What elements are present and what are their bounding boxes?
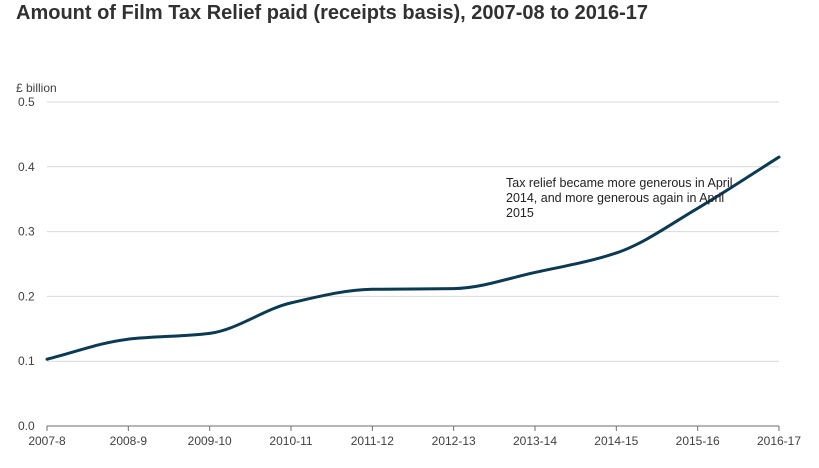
y-axis-label: £ billion — [16, 81, 57, 95]
data-point — [778, 156, 781, 159]
y-tick-label: 0.0 — [18, 419, 35, 433]
y-tick-label: 0.3 — [18, 225, 35, 239]
data-point — [371, 288, 374, 291]
x-tick-label: 2012-13 — [432, 434, 476, 448]
y-tick-label: 0.4 — [18, 160, 35, 174]
series-line — [45, 155, 781, 361]
data-point — [127, 338, 130, 341]
data-point — [290, 301, 293, 304]
data-point — [615, 251, 618, 254]
y-tick-labels: 0.0 0.1 0.2 0.3 0.4 0.5 — [18, 95, 35, 433]
y-tick-label: 0.5 — [18, 95, 35, 109]
gridlines — [47, 101, 779, 427]
data-point — [208, 332, 211, 335]
chart-annotation: Tax relief became more generous in April… — [506, 176, 733, 220]
chart-title: Amount of Film Tax Relief paid (receipts… — [16, 2, 649, 24]
x-tick-label: 2011-12 — [351, 434, 394, 448]
x-tick-label: 2014-15 — [594, 434, 638, 448]
y-tick-label: 0.1 — [18, 354, 35, 368]
data-point — [452, 287, 455, 290]
x-tick-label: 2009-10 — [188, 434, 232, 448]
data-point — [46, 358, 49, 361]
series-group — [45, 155, 781, 361]
x-tick-label: 2015-16 — [676, 434, 720, 448]
x-tick-label: 2007-8 — [28, 434, 66, 448]
y-tick-label: 0.2 — [18, 289, 35, 303]
x-tick-label: 2013-14 — [513, 434, 557, 448]
x-tick-label: 2016-17 — [757, 434, 801, 448]
data-point — [534, 271, 537, 274]
x-tick-label: 2010-11 — [269, 434, 312, 448]
x-tick-label: 2008-9 — [110, 434, 148, 448]
x-axis: 2007-8 2008-9 2009-10 2010-11 2011-12 2012-13… — [28, 426, 801, 448]
